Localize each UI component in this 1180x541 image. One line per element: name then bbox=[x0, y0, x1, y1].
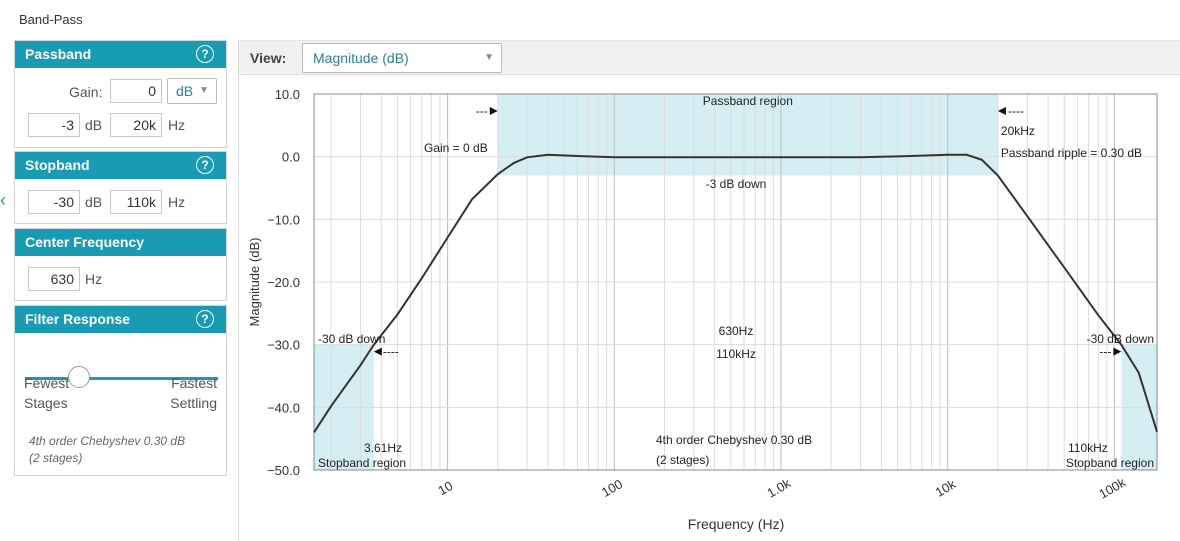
gain-input[interactable]: 0 bbox=[110, 79, 162, 103]
filter-response-panel: Filter Response ? Fewest Stages Fastest … bbox=[14, 305, 227, 476]
page-title: Band-Pass bbox=[19, 12, 83, 27]
arrow-left-icon bbox=[373, 347, 382, 356]
fastest-label: Fastest bbox=[171, 375, 217, 391]
stopband-title: Stopband bbox=[25, 157, 90, 173]
region-shade bbox=[497, 94, 998, 176]
view-label: View: bbox=[250, 50, 287, 66]
y-axis-label: Magnitude (dB) bbox=[247, 238, 262, 327]
x-tick-label: 100 bbox=[599, 476, 625, 500]
stopband-panel: Stopband ? -30 dB 110k Hz bbox=[14, 151, 227, 224]
center-frequency-panel: Center Frequency 630 Hz bbox=[14, 228, 227, 301]
view-select[interactable]: Magnitude (dB) ▼ bbox=[302, 43, 502, 73]
chevron-down-icon: ▼ bbox=[199, 85, 209, 96]
help-icon[interactable]: ? bbox=[196, 310, 214, 328]
regions-layer bbox=[314, 94, 1157, 470]
passband-atten-unit: dB bbox=[85, 117, 103, 133]
down3-annotation: -3 dB down bbox=[706, 177, 767, 191]
filter-response-title: Filter Response bbox=[25, 311, 131, 327]
fewest-label: Fewest bbox=[24, 375, 70, 391]
gain-unit-select[interactable]: dB ▼ bbox=[167, 78, 217, 104]
pane-divider bbox=[238, 40, 239, 541]
right-stop-freq-annotation: 110kHz bbox=[1068, 441, 1108, 455]
y-tick-label: −20.0 bbox=[267, 275, 300, 290]
gain-label: Gain: bbox=[69, 84, 103, 100]
curve-layer bbox=[313, 153, 1158, 433]
passband-edge-annotation: 20kHz bbox=[1001, 124, 1035, 138]
y-tick-label: −40.0 bbox=[267, 400, 300, 415]
chevron-down-icon: ▼ bbox=[484, 52, 494, 63]
passband-panel: Passband ? Gain: 0 dB ▼ -3 dB 20k Hz bbox=[14, 40, 227, 148]
arrow-left-icon bbox=[997, 107, 1006, 115]
x-tick-label: 10 bbox=[435, 478, 455, 498]
passband-freq-input[interactable]: 20k bbox=[110, 113, 162, 137]
slider-thumb[interactable] bbox=[68, 366, 91, 388]
magnitude-curve bbox=[313, 153, 1158, 433]
left-stop-freq-annotation: 3.61Hz bbox=[364, 441, 402, 455]
passband-atten-input[interactable]: -3 bbox=[28, 113, 80, 137]
arrow-dash: --- bbox=[476, 104, 488, 118]
stages-label: Stages bbox=[24, 395, 68, 411]
view-select-value: Magnitude (dB) bbox=[313, 50, 409, 66]
stopband-header: Stopband ? bbox=[15, 152, 226, 179]
center-stop-annotation: 110kHz bbox=[716, 347, 756, 361]
x-tick-label: 10k bbox=[933, 476, 959, 500]
plot-frame bbox=[313, 93, 1158, 471]
y-tick-label: −10.0 bbox=[267, 212, 300, 227]
passband-freq-unit: Hz bbox=[168, 117, 186, 133]
arrow-right-icon bbox=[1113, 347, 1122, 356]
center-frequency-unit: Hz bbox=[85, 271, 103, 287]
stopband-atten-input[interactable]: -30 bbox=[28, 190, 80, 214]
arrow-dash: ---- bbox=[1008, 104, 1024, 118]
settling-label: Settling bbox=[170, 395, 217, 411]
grid-layer bbox=[314, 93, 1157, 471]
annotations-layer: Passband region--- ----Gain = 0 dB20kHzPa… bbox=[318, 94, 1154, 470]
center-frequency-annotation: 630Hz bbox=[719, 324, 754, 338]
x-axis-label: Frequency (Hz) bbox=[688, 516, 784, 532]
collapse-sidebar-icon[interactable]: ‹ bbox=[0, 190, 6, 210]
x-tick-label: 100k bbox=[1096, 474, 1128, 501]
gain-unit-value: dB bbox=[176, 83, 194, 99]
region-shade bbox=[1121, 344, 1157, 470]
center-frequency-title: Center Frequency bbox=[25, 234, 145, 250]
arrow-dash: ---- bbox=[383, 345, 399, 359]
filter-response-header: Filter Response ? bbox=[15, 306, 226, 333]
y-tick-label: 10.0 bbox=[275, 87, 300, 102]
stopband-atten-unit: dB bbox=[85, 194, 103, 210]
x-tick-label: 1.0k bbox=[764, 475, 793, 501]
y-tick-label: −30.0 bbox=[267, 338, 300, 353]
passband-header: Passband ? bbox=[15, 41, 226, 68]
help-icon[interactable]: ? bbox=[196, 45, 214, 63]
stages-annotation: (2 stages) bbox=[656, 453, 709, 467]
stopband-freq-unit: Hz bbox=[168, 194, 186, 210]
passband-region-label: Passband region bbox=[703, 94, 793, 108]
right-down30-annotation: -30 dB down bbox=[1087, 332, 1154, 346]
stopband-freq-input[interactable]: 110k bbox=[110, 190, 162, 214]
passband-title: Passband bbox=[25, 46, 92, 62]
left-down30-annotation: -30 dB down bbox=[318, 332, 385, 346]
view-toolbar: View: Magnitude (dB) ▼ bbox=[239, 40, 1180, 75]
ticks-layer: 10.0 0.0 −10.0 −20.0 −30.0 −40.0 −50.0 10 100 1.0… bbox=[267, 87, 1128, 502]
gain-annotation: Gain = 0 dB bbox=[424, 141, 488, 155]
region-shade bbox=[314, 344, 374, 470]
arrow-dash: --- bbox=[1099, 345, 1111, 359]
center-frequency-header: Center Frequency bbox=[15, 229, 226, 256]
ripple-annotation: Passband ripple = 0.30 dB bbox=[1001, 146, 1142, 160]
y-tick-label: 0.0 bbox=[282, 150, 300, 165]
filter-summary-stages: (2 stages) bbox=[29, 451, 83, 465]
right-stop-region-label: Stopband region bbox=[1066, 456, 1154, 470]
filter-summary-order: 4th order Chebyshev 0.30 dB bbox=[29, 434, 186, 448]
left-stop-region-label: Stopband region bbox=[318, 456, 406, 470]
arrow-right-icon bbox=[489, 107, 498, 115]
filter-response-slider[interactable] bbox=[25, 377, 218, 380]
help-icon[interactable]: ? bbox=[196, 156, 214, 174]
center-frequency-input[interactable]: 630 bbox=[28, 267, 80, 291]
y-tick-label: −50.0 bbox=[267, 463, 300, 478]
order-annotation: 4th order Chebyshev 0.30 dB bbox=[656, 433, 812, 447]
